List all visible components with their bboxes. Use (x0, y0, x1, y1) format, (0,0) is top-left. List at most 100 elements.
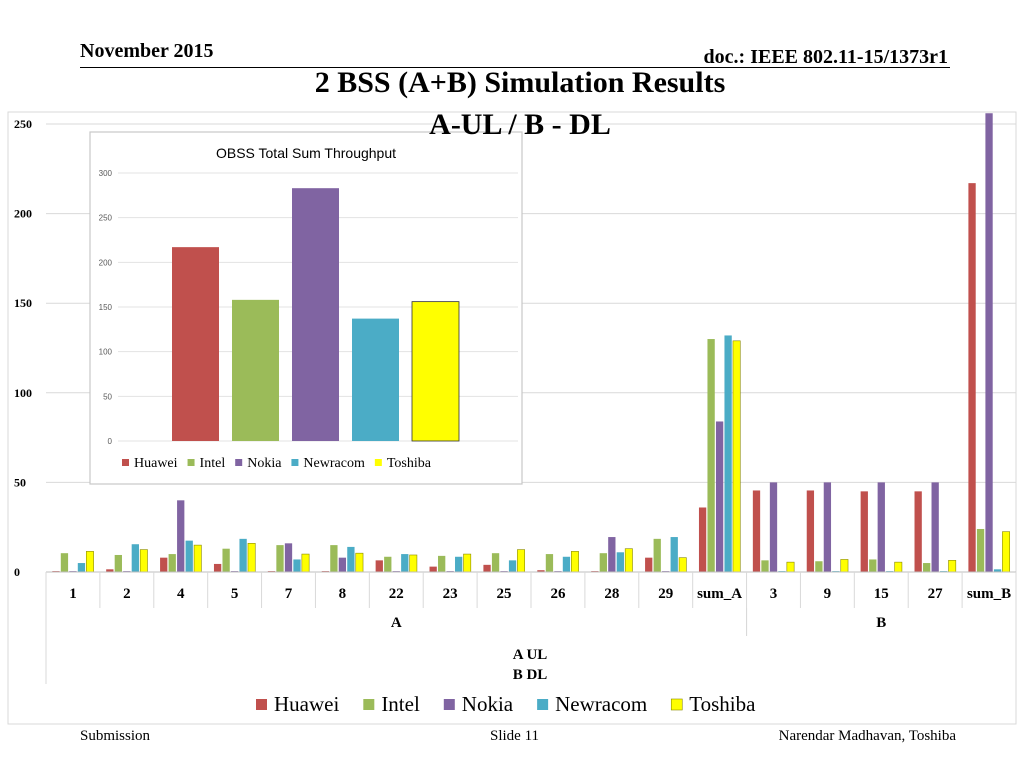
bar-nokia-7 (284, 543, 293, 572)
x-tick-label: 26 (550, 586, 566, 602)
bar-newracom-23 (455, 556, 463, 572)
bar-nokia-sum_A (715, 421, 724, 572)
bar-intel-27 (923, 563, 931, 572)
bar-intel-2 (114, 554, 122, 572)
legend-label-intel: Intel (381, 692, 420, 716)
bar-huawei-4 (160, 557, 168, 572)
inset-legend-swatch-huawei (122, 459, 129, 466)
bar-intel-3 (761, 560, 769, 572)
bar-huawei-15 (860, 491, 868, 572)
bar-nokia-28 (608, 537, 616, 572)
bar-intel-7 (276, 545, 284, 572)
inset-legend-label-toshiba: Toshiba (387, 456, 432, 471)
bar-huawei-22 (375, 560, 383, 572)
bar-huawei-25 (483, 564, 491, 572)
bar-newracom-22 (401, 554, 409, 572)
inset-legend-swatch-newracom (291, 459, 299, 466)
bar-intel-8 (330, 545, 338, 572)
slide-title: 2 BSS (A+B) Simulation Results (314, 66, 726, 99)
bar-nokia-4 (177, 500, 185, 572)
bar-toshiba-27 (948, 560, 957, 573)
bar-intel-15 (869, 559, 877, 572)
inset-y-tick-label: 200 (99, 258, 113, 267)
legend-swatch-newracom (537, 699, 549, 710)
header-rule (80, 67, 950, 68)
inset-y-tick-label: 250 (99, 214, 113, 223)
y-tick-label: 50 (14, 475, 26, 489)
legend-swatch-nokia (443, 699, 455, 710)
bar-toshiba-7 (301, 553, 310, 573)
bar-huawei-sum_A (698, 507, 707, 572)
bar-intel-25 (491, 553, 500, 572)
bar-huawei-23 (429, 566, 437, 572)
bar-toshiba-15 (894, 561, 903, 573)
x-tick-label: 23 (443, 586, 458, 602)
bar-huawei-27 (914, 491, 922, 572)
bar-toshiba-8 (355, 552, 364, 573)
bar-nokia-27 (931, 482, 939, 572)
group-label-B: B (876, 615, 886, 631)
bar-huawei-29 (645, 557, 653, 572)
bar-nokia-sum_B (985, 113, 993, 573)
bar-newracom-28 (616, 552, 624, 572)
inset-legend-swatch-intel (187, 459, 195, 466)
bar-toshiba-sum_A (732, 340, 741, 573)
bar-intel-22 (384, 556, 392, 572)
x-tick-label: sum_B (967, 586, 1011, 602)
inset-y-tick-label: 50 (103, 392, 112, 401)
bar-huawei-3 (752, 490, 761, 572)
bar-toshiba-9 (840, 559, 849, 573)
bar-huawei-sum_B (968, 183, 976, 573)
header-date: November 2015 (80, 40, 214, 62)
x-tick-label: 29 (658, 586, 673, 602)
x-tick-label: 4 (177, 586, 185, 602)
bar-toshiba-1 (85, 551, 94, 573)
x-tick-label: sum_A (697, 586, 742, 602)
bar-intel-23 (438, 555, 446, 572)
inset-y-tick-label: 0 (108, 437, 113, 446)
bar-nokia-3 (769, 482, 778, 572)
bar-toshiba-25 (517, 549, 526, 573)
inset-legend-swatch-toshiba (374, 459, 382, 466)
x-tick-label: 1 (69, 586, 77, 602)
bar-huawei-26 (537, 570, 545, 572)
x-tick-label: 27 (928, 586, 944, 602)
bar-toshiba-5 (247, 543, 256, 573)
legend-swatch-toshiba (670, 698, 683, 711)
legend-label-nokia: Nokia (462, 692, 514, 716)
x-tick-label: 15 (874, 586, 889, 602)
x-tick-label: 5 (231, 586, 239, 602)
legend-label-toshiba: Toshiba (689, 692, 756, 716)
bar-toshiba-29 (678, 557, 687, 573)
footer-submission: Submission (80, 728, 151, 744)
bar-intel-29 (653, 538, 661, 572)
bar-intel-4 (168, 554, 176, 572)
bar-nokia-8 (338, 557, 347, 572)
inset-bar-newracom (352, 318, 399, 441)
inset-bar-intel (232, 299, 279, 441)
bar-intel-sum_A (707, 339, 715, 572)
bar-toshiba-22 (409, 554, 418, 573)
bar-newracom-sum_A (724, 335, 732, 572)
bar-toshiba-sum_B (1002, 531, 1011, 573)
bar-newracom-29 (670, 537, 678, 572)
bar-intel-5 (222, 548, 230, 572)
bar-toshiba-23 (463, 553, 472, 573)
bar-huawei-5 (213, 563, 222, 572)
legend-swatch-huawei (256, 699, 267, 710)
header-doc-id: doc.: IEEE 802.11-15/1373r1 (703, 46, 948, 68)
bar-newracom-1 (77, 563, 86, 572)
bar-newracom-sum_B (993, 569, 1002, 572)
bar-intel-28 (599, 553, 607, 572)
x-axis-title-line: A UL (513, 647, 548, 663)
group-label-A: A (391, 615, 402, 631)
x-tick-label: 2 (123, 586, 131, 602)
inset-legend-label-nokia: Nokia (247, 456, 282, 471)
legend-label-huawei: Huawei (274, 692, 339, 716)
legend-label-newracom: Newracom (555, 692, 647, 716)
bar-newracom-25 (508, 560, 517, 572)
inset-chart: OBSS Total Sum Throughput 0 50 100 150 200 250… (89, 131, 523, 485)
inset-legend-label-newracom: Newracom (303, 456, 365, 471)
inset-y-tick-label: 150 (99, 303, 113, 312)
